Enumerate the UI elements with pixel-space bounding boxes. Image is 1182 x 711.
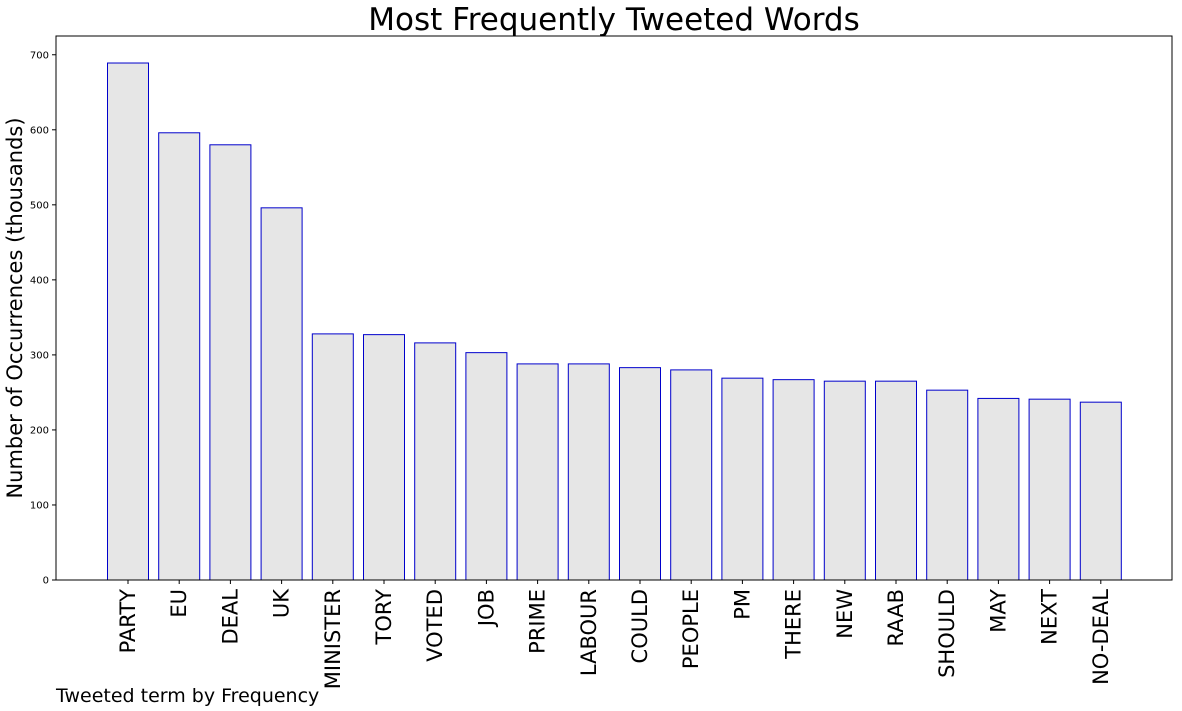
x-tick-label: PEOPLE xyxy=(679,589,703,669)
bar-party xyxy=(107,62,149,581)
bar-eu xyxy=(158,132,201,581)
bar-raab xyxy=(875,380,917,581)
x-tick-label: PM xyxy=(730,589,754,620)
bar-no-deal xyxy=(1079,401,1122,581)
x-tick-label: UK xyxy=(270,588,294,618)
x-tick-label: RAAB xyxy=(884,589,908,646)
bar-tory xyxy=(363,334,405,581)
x-tick-label: PARTY xyxy=(116,589,140,654)
y-tick-label: 500 xyxy=(30,200,49,211)
bar-prime xyxy=(516,363,559,581)
bar-could xyxy=(619,367,661,581)
y-tick-label: 600 xyxy=(30,125,49,136)
bar-should xyxy=(926,389,969,581)
bar-may xyxy=(977,397,1020,581)
y-tick-label: 400 xyxy=(30,275,49,286)
bar-new xyxy=(823,380,866,581)
x-tick-label: EU xyxy=(167,589,191,618)
axes-frame xyxy=(55,35,1173,581)
x-tick-label: DEAL xyxy=(218,589,242,645)
bar-voted xyxy=(414,342,457,581)
bar-pm xyxy=(721,377,764,581)
bar-labour xyxy=(567,363,610,581)
x-tick-label: VOTED xyxy=(423,589,447,662)
x-tick-label: MAY xyxy=(986,589,1010,633)
bar-next xyxy=(1028,398,1071,581)
bar-minister xyxy=(311,333,354,581)
bar-there xyxy=(772,379,815,581)
x-tick-label: PRIME xyxy=(526,589,550,654)
x-tick-label: LABOUR xyxy=(577,589,601,676)
x-tick-label: NEXT xyxy=(1038,589,1062,645)
x-tick-label: TORY xyxy=(372,589,396,646)
bar-people xyxy=(670,369,713,581)
bar-job xyxy=(465,352,508,581)
x-tick-label: SHOULD xyxy=(935,589,959,678)
x-tick-label: JOB xyxy=(474,589,498,628)
x-tick-label: MINISTER xyxy=(321,589,345,689)
y-tick-label: 100 xyxy=(30,500,49,511)
bar-deal xyxy=(209,144,252,581)
x-tick-label: NO-DEAL xyxy=(1089,589,1113,685)
y-tick-label: 300 xyxy=(30,350,49,361)
plot-area: 0 100 200 300 400 500 600 700 PARTY EU DEAL UK MINIS… xyxy=(30,35,1173,689)
y-tick-label: 0 xyxy=(43,576,49,587)
chart-title: Most Frequently Tweeted Words xyxy=(368,2,860,38)
y-tick-label: 200 xyxy=(30,425,49,436)
x-tick-label: NEW xyxy=(833,589,857,639)
bar-uk xyxy=(260,207,303,581)
x-tick-label: THERE xyxy=(782,589,806,660)
x-axis-label: Tweeted term by Frequency xyxy=(55,685,319,707)
y-axis-label: Number of Occurrences (thousands) xyxy=(3,117,27,498)
x-tick-label: COULD xyxy=(628,589,652,663)
y-tick-label: 700 xyxy=(30,50,49,61)
